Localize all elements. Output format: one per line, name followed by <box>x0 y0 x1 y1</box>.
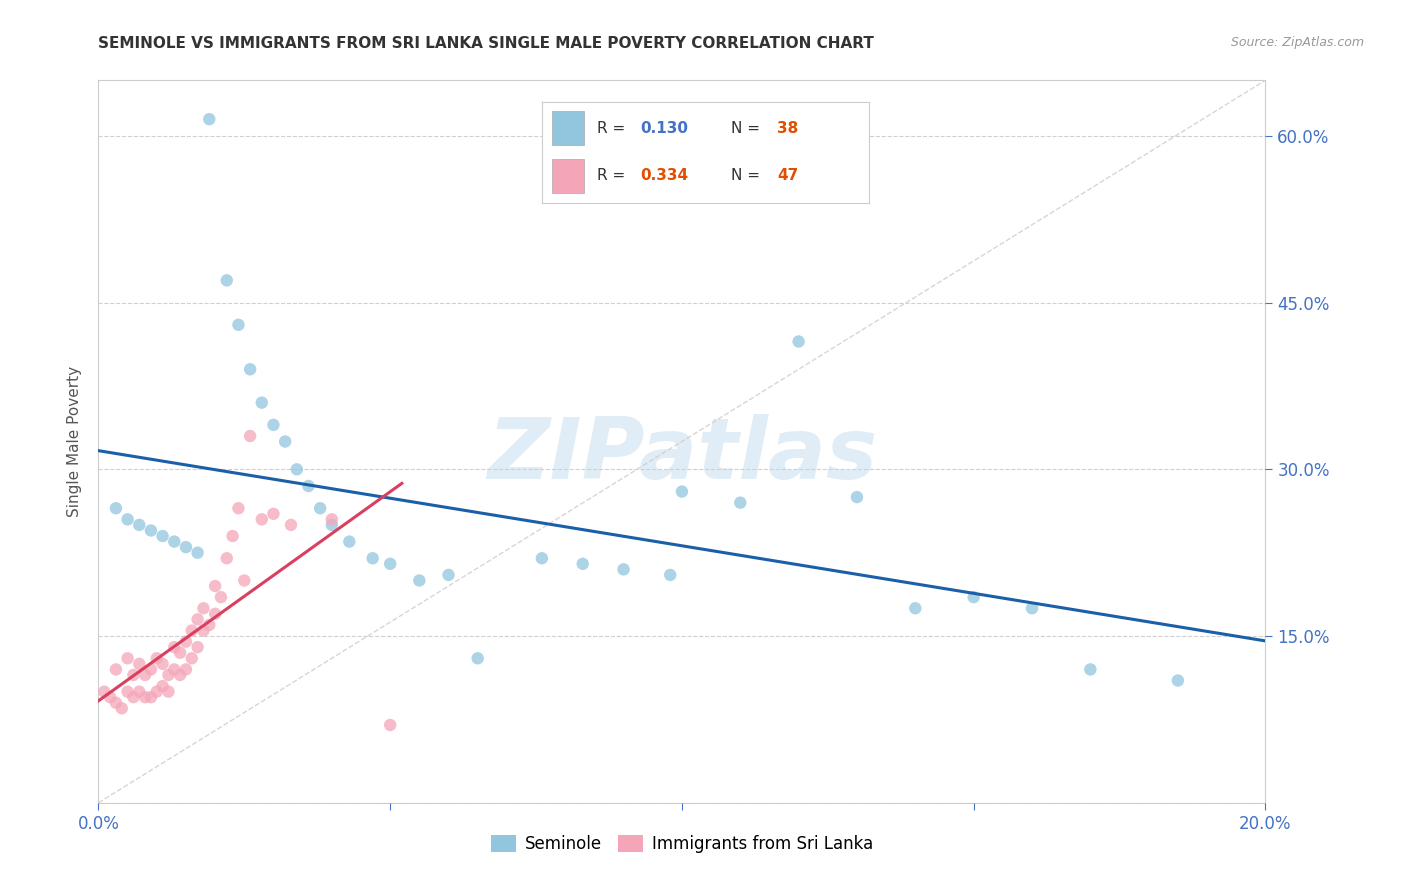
Immigrants from Sri Lanka <box>228 501 250 516</box>
Immigrants from Sri Lanka <box>163 662 186 676</box>
Seminole <box>128 517 150 532</box>
Seminole <box>671 484 693 499</box>
Immigrants from Sri Lanka <box>117 651 139 665</box>
Immigrants from Sri Lanka <box>180 624 202 638</box>
Immigrants from Sri Lanka <box>104 662 127 676</box>
Seminole <box>274 434 297 449</box>
Seminole <box>408 574 430 588</box>
Seminole <box>198 112 221 127</box>
Seminole <box>380 557 402 571</box>
Immigrants from Sri Lanka <box>239 429 262 443</box>
Immigrants from Sri Lanka <box>139 662 162 676</box>
Immigrants from Sri Lanka <box>93 684 115 698</box>
Immigrants from Sri Lanka <box>193 601 215 615</box>
Immigrants from Sri Lanka <box>233 574 256 588</box>
Text: SEMINOLE VS IMMIGRANTS FROM SRI LANKA SINGLE MALE POVERTY CORRELATION CHART: SEMINOLE VS IMMIGRANTS FROM SRI LANKA SI… <box>98 36 875 51</box>
Immigrants from Sri Lanka <box>157 668 180 682</box>
Seminole <box>174 540 197 554</box>
Seminole <box>250 395 273 409</box>
Immigrants from Sri Lanka <box>134 690 156 705</box>
Seminole <box>239 362 262 376</box>
Immigrants from Sri Lanka <box>280 517 302 532</box>
Seminole <box>285 462 308 476</box>
Immigrants from Sri Lanka <box>146 684 169 698</box>
Immigrants from Sri Lanka <box>262 507 284 521</box>
Immigrants from Sri Lanka <box>122 690 145 705</box>
Immigrants from Sri Lanka <box>163 640 186 655</box>
Seminole <box>530 551 553 566</box>
Immigrants from Sri Lanka <box>128 684 150 698</box>
Immigrants from Sri Lanka <box>174 634 197 648</box>
Seminole <box>612 562 634 576</box>
Seminole <box>361 551 384 566</box>
Legend: Seminole, Immigrants from Sri Lanka: Seminole, Immigrants from Sri Lanka <box>485 828 879 860</box>
Seminole <box>846 490 869 504</box>
Seminole <box>1080 662 1102 676</box>
Seminole <box>437 568 460 582</box>
Immigrants from Sri Lanka <box>98 690 121 705</box>
Immigrants from Sri Lanka <box>139 690 162 705</box>
Immigrants from Sri Lanka <box>204 607 226 621</box>
Immigrants from Sri Lanka <box>122 668 145 682</box>
Immigrants from Sri Lanka <box>380 718 402 732</box>
Immigrants from Sri Lanka <box>128 657 150 671</box>
Text: Source: ZipAtlas.com: Source: ZipAtlas.com <box>1230 36 1364 49</box>
Seminole <box>337 534 360 549</box>
Immigrants from Sri Lanka <box>215 551 238 566</box>
Immigrants from Sri Lanka <box>204 579 226 593</box>
Seminole <box>730 496 752 510</box>
Immigrants from Sri Lanka <box>157 684 180 698</box>
Immigrants from Sri Lanka <box>180 651 202 665</box>
Seminole <box>1021 601 1043 615</box>
Seminole <box>215 273 238 287</box>
Immigrants from Sri Lanka <box>152 679 174 693</box>
Seminole <box>262 417 284 432</box>
Seminole <box>659 568 682 582</box>
Immigrants from Sri Lanka <box>169 646 191 660</box>
Immigrants from Sri Lanka <box>111 701 134 715</box>
Immigrants from Sri Lanka <box>221 529 243 543</box>
Immigrants from Sri Lanka <box>209 590 232 604</box>
Seminole <box>904 601 927 615</box>
Text: ZIPatlas: ZIPatlas <box>486 415 877 498</box>
Seminole <box>962 590 984 604</box>
Immigrants from Sri Lanka <box>187 612 209 626</box>
Immigrants from Sri Lanka <box>187 640 209 655</box>
Y-axis label: Single Male Poverty: Single Male Poverty <box>67 366 83 517</box>
Seminole <box>104 501 127 516</box>
Seminole <box>187 546 209 560</box>
Seminole <box>228 318 250 332</box>
Immigrants from Sri Lanka <box>152 657 174 671</box>
Immigrants from Sri Lanka <box>134 668 156 682</box>
Immigrants from Sri Lanka <box>104 696 127 710</box>
Seminole <box>321 517 343 532</box>
Seminole <box>152 529 174 543</box>
Seminole <box>139 524 162 538</box>
Seminole <box>163 534 186 549</box>
Immigrants from Sri Lanka <box>169 668 191 682</box>
Seminole <box>117 512 139 526</box>
Seminole <box>571 557 593 571</box>
Immigrants from Sri Lanka <box>321 512 343 526</box>
Seminole <box>309 501 332 516</box>
Immigrants from Sri Lanka <box>146 651 169 665</box>
Seminole <box>297 479 319 493</box>
Seminole <box>467 651 489 665</box>
Immigrants from Sri Lanka <box>198 618 221 632</box>
Seminole <box>787 334 810 349</box>
Immigrants from Sri Lanka <box>250 512 273 526</box>
Immigrants from Sri Lanka <box>117 684 139 698</box>
Immigrants from Sri Lanka <box>174 662 197 676</box>
Seminole <box>1167 673 1189 688</box>
Immigrants from Sri Lanka <box>193 624 215 638</box>
